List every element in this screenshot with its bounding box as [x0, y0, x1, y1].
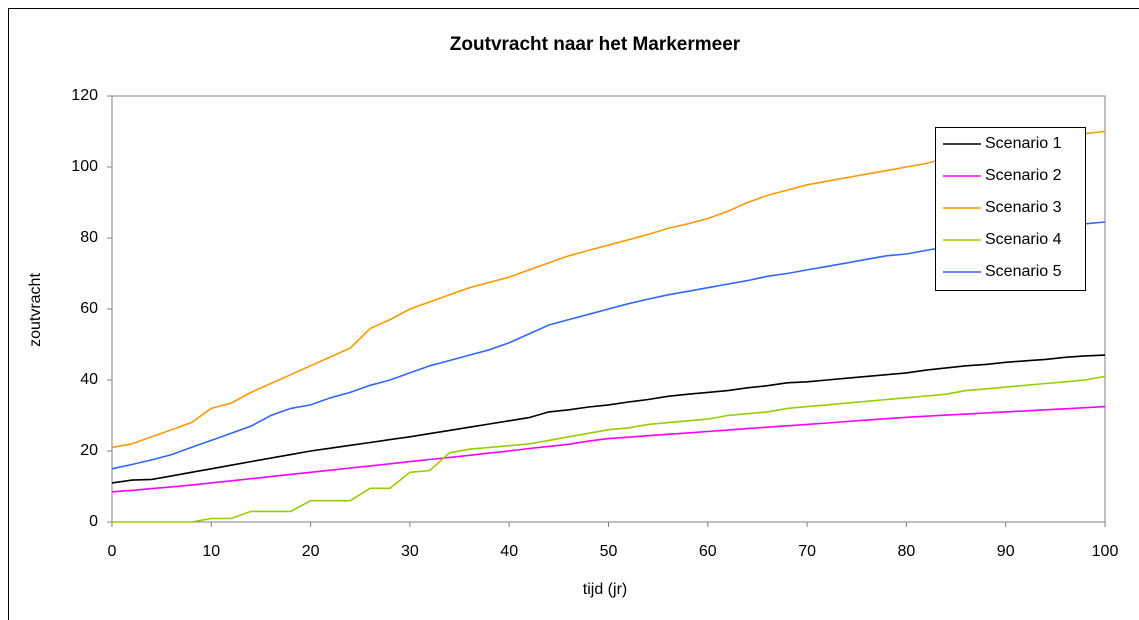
x-tick-label: 50 — [600, 543, 618, 560]
x-tick-label: 20 — [302, 543, 320, 560]
series-line — [111, 405, 1106, 493]
y-axis-label: zoutvracht — [27, 273, 44, 347]
chart-title: Zoutvracht naar het Markermeer — [450, 34, 741, 55]
x-tick-label: 0 — [108, 543, 117, 560]
y-tick-label: 60 — [80, 300, 98, 317]
legend-label: Scenario 5 — [985, 263, 1062, 280]
chart-border — [8, 8, 1139, 620]
series-line — [111, 354, 1106, 484]
y-tick-label: 100 — [71, 158, 98, 175]
y-tick-label: 120 — [71, 87, 98, 104]
x-tick-label: 10 — [202, 543, 220, 560]
series-line — [112, 375, 1106, 523]
y-tick-label: 40 — [80, 371, 98, 388]
x-tick-label: 100 — [1092, 543, 1119, 560]
x-axis-label: tijd (jr) — [583, 581, 627, 598]
x-tick-label: 60 — [699, 543, 717, 560]
x-tick-label: 70 — [798, 543, 816, 560]
legend-label: Scenario 2 — [985, 167, 1062, 184]
x-tick-label: 90 — [997, 543, 1015, 560]
legend-label: Scenario 1 — [985, 135, 1062, 152]
y-tick-label: 20 — [80, 442, 98, 459]
y-tick-label: 80 — [80, 229, 98, 246]
x-tick-label: 30 — [401, 543, 419, 560]
legend-label: Scenario 3 — [985, 199, 1062, 216]
legend-label: Scenario 4 — [985, 231, 1062, 248]
x-tick-label: 40 — [500, 543, 518, 560]
x-tick-label: 80 — [898, 543, 916, 560]
legend-box — [935, 127, 1086, 291]
y-tick-label: 0 — [89, 513, 98, 530]
